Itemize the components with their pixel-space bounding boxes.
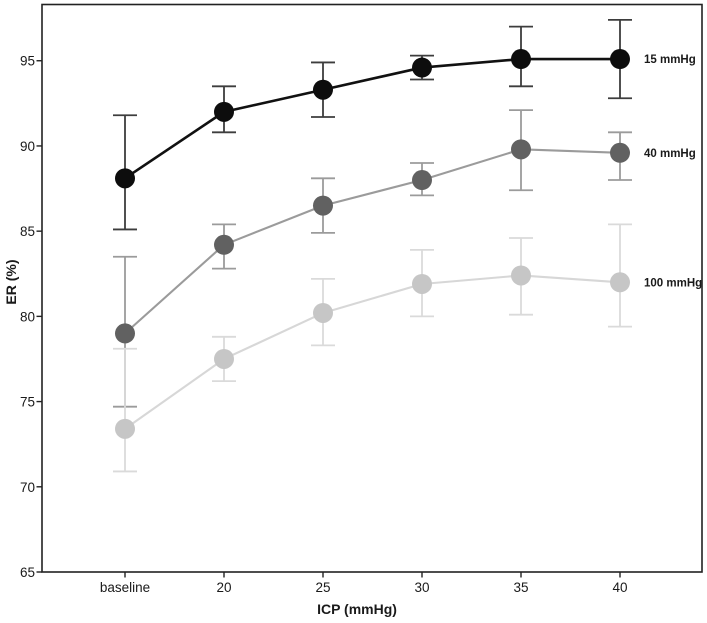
data-point bbox=[115, 168, 135, 189]
series-label: 40 mmHg bbox=[644, 148, 696, 160]
data-point bbox=[610, 49, 630, 70]
x-tick-label: 25 bbox=[315, 580, 330, 595]
x-tick-label: 20 bbox=[216, 580, 231, 595]
series-line bbox=[124, 148, 621, 335]
x-axis-title: ICP (mmHg) bbox=[317, 601, 397, 617]
data-point bbox=[313, 79, 333, 100]
y-tick-label: 70 bbox=[20, 480, 35, 495]
data-point bbox=[313, 302, 333, 323]
data-point bbox=[115, 323, 135, 344]
x-tick-label: 35 bbox=[513, 580, 528, 595]
data-point bbox=[214, 234, 234, 255]
x-tick-label: baseline bbox=[100, 580, 150, 595]
data-point bbox=[214, 101, 234, 122]
data-point bbox=[412, 273, 432, 294]
data-point bbox=[412, 170, 432, 191]
data-point bbox=[511, 139, 531, 160]
series-line bbox=[124, 57, 620, 180]
series-label: 100 mmHg bbox=[644, 277, 702, 289]
data-point bbox=[610, 142, 630, 163]
data-point bbox=[511, 265, 531, 286]
data-point bbox=[610, 272, 630, 293]
y-tick-label: 85 bbox=[20, 224, 35, 239]
y-tick-label: 80 bbox=[20, 309, 35, 324]
series-label: 15 mmHg bbox=[644, 54, 696, 66]
data-point bbox=[412, 57, 432, 78]
y-tick-label: 65 bbox=[20, 565, 35, 580]
y-tick-label: 95 bbox=[20, 54, 35, 69]
series-line bbox=[124, 274, 621, 430]
y-axis-title: ER (%) bbox=[3, 259, 19, 304]
y-tick-label: 90 bbox=[20, 139, 35, 154]
x-tick-label: 30 bbox=[414, 580, 429, 595]
data-point bbox=[115, 418, 135, 439]
data-point bbox=[511, 49, 531, 70]
data-point bbox=[214, 348, 234, 369]
x-tick-label: 40 bbox=[612, 580, 627, 595]
y-tick-label: 75 bbox=[20, 395, 35, 410]
plot-layer: 65 70 75 80 85 90 95 baseline 20 25 30 35 40 15 mmHg 4… bbox=[20, 3, 703, 595]
plot-frame bbox=[41, 3, 703, 573]
data-point bbox=[313, 195, 333, 216]
